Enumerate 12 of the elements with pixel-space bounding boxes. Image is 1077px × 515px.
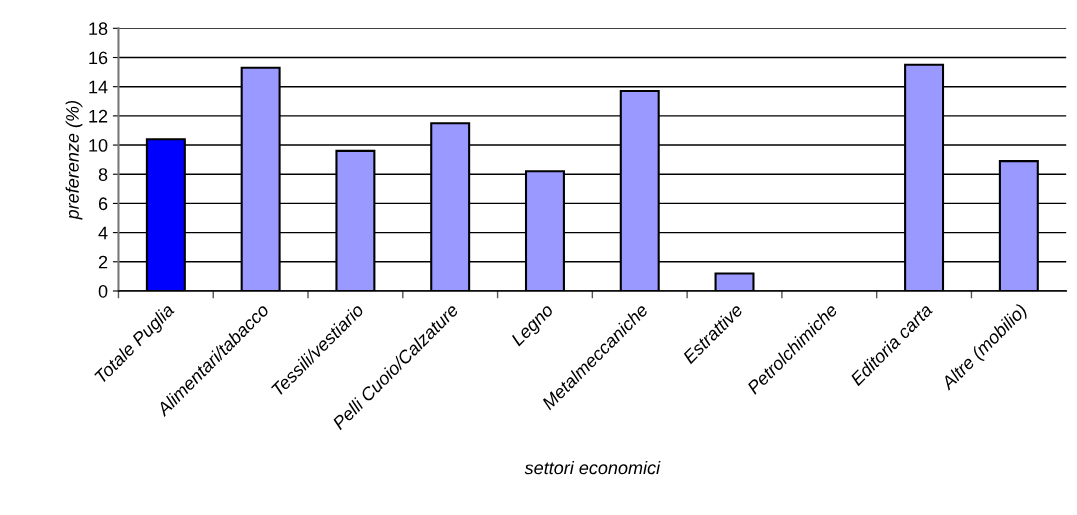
y-tick-label: 0 — [98, 284, 108, 298]
y-tick-label: 6 — [98, 197, 108, 211]
y-tick-label: 2 — [98, 255, 108, 269]
y-axis-title: preferenze (%) — [65, 101, 83, 220]
y-tick-label: 16 — [89, 51, 108, 65]
y-tick-label: 10 — [89, 138, 108, 152]
y-tick-label: 4 — [98, 226, 108, 240]
y-tick-label: 18 — [89, 22, 108, 36]
y-tick-label: 14 — [89, 80, 108, 94]
x-axis-title: settori economici — [524, 460, 661, 475]
y-tick-label: 12 — [89, 109, 108, 123]
y-tick-label: 8 — [98, 168, 108, 181]
